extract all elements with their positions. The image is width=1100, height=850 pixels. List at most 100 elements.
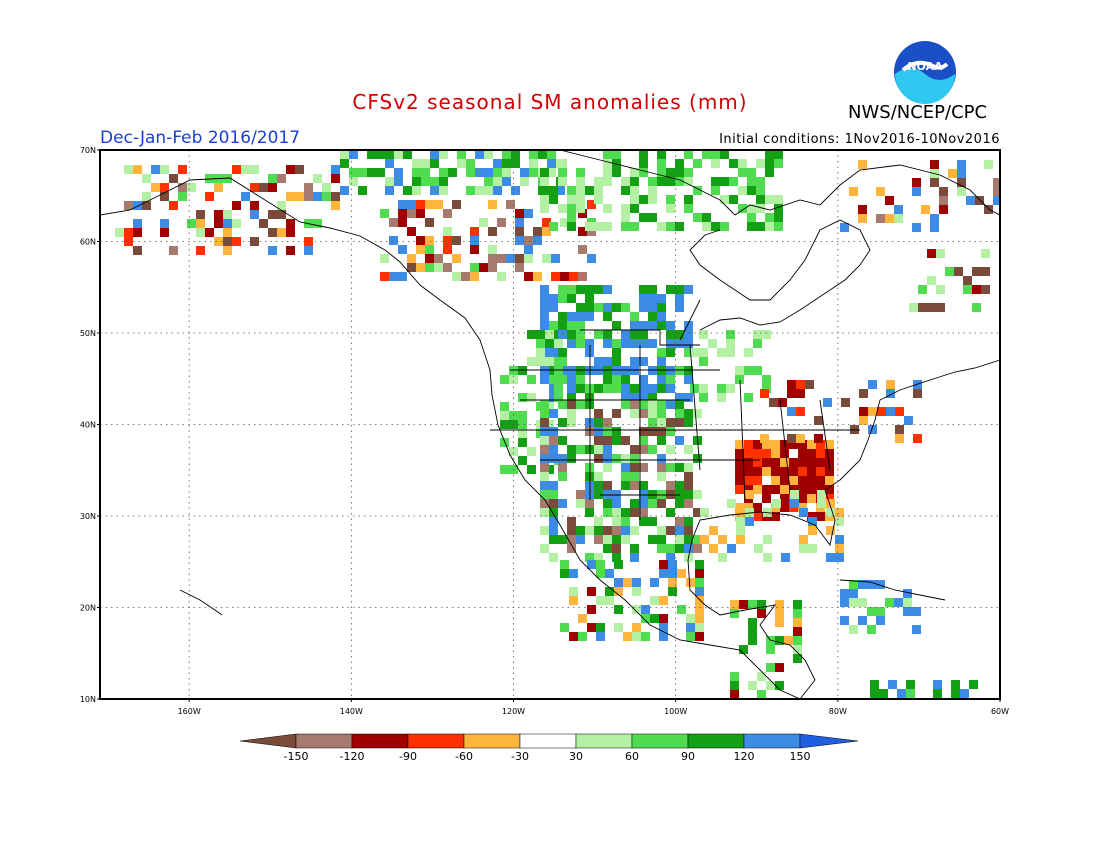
anomaly-cell (603, 366, 612, 375)
anomaly-cell (545, 357, 554, 366)
anomaly-cell (529, 168, 538, 177)
anomaly-cell (160, 183, 169, 192)
anomaly-cell (684, 544, 693, 553)
anomaly-cell (621, 472, 630, 481)
anomaly-cell (389, 272, 398, 281)
anomaly-cell (603, 177, 612, 186)
anomaly-cell (585, 285, 594, 294)
anomaly-cell (639, 150, 648, 159)
anomaly-cell (621, 384, 630, 393)
anomaly-cell (558, 177, 567, 186)
anomaly-cell (621, 177, 630, 186)
anomaly-cell (684, 517, 693, 526)
anomaly-cell (567, 544, 576, 553)
anomaly-cell (757, 699, 766, 708)
anomaly-cell (738, 186, 747, 195)
anomaly-cell (547, 159, 556, 168)
anomaly-cell (639, 481, 648, 490)
anomaly-cell (603, 526, 612, 535)
anomaly-cell (518, 429, 527, 438)
anomaly-cell (614, 578, 623, 587)
anomaly-cell (538, 150, 547, 159)
anomaly-cell (385, 177, 394, 186)
anomaly-cell (313, 192, 322, 201)
anomaly-cell (675, 303, 684, 312)
anomaly-cell (736, 526, 745, 535)
anomaly-cell (603, 312, 612, 321)
anomaly-cell (675, 400, 684, 409)
anomaly-cell (558, 168, 567, 177)
anomaly-cell (268, 210, 277, 219)
anomaly-cell (826, 508, 835, 517)
anomaly-cell (549, 454, 558, 463)
anomaly-cell (576, 490, 585, 499)
anomaly-cell (657, 303, 666, 312)
anomaly-cell (621, 535, 630, 544)
anomaly-cell (603, 204, 612, 213)
anomaly-cell (542, 218, 551, 227)
anomaly-cell (657, 159, 666, 168)
anomaly-cell (727, 544, 736, 553)
anomaly-cell (630, 384, 639, 393)
legend-arrow-left (239, 733, 297, 749)
anomaly-cell (515, 218, 524, 227)
anomaly-cell (594, 303, 603, 312)
anomaly-cell (726, 339, 735, 348)
anomaly-cell (675, 499, 684, 508)
anomaly-cell (693, 213, 702, 222)
anomaly-cell (753, 458, 762, 467)
anomaly-cell (648, 285, 657, 294)
anomaly-cell (232, 219, 241, 228)
anomaly-cell (648, 427, 657, 436)
anomaly-cell (657, 375, 666, 384)
anomaly-cell (639, 321, 648, 330)
anomaly-cell (675, 490, 684, 499)
anomaly-cell (756, 204, 765, 213)
anomaly-cell (542, 227, 551, 236)
anomaly-cell (621, 375, 630, 384)
anomaly-cell (594, 186, 603, 195)
anomaly-cell (576, 204, 585, 213)
anomaly-cell (787, 380, 796, 389)
anomaly-cell (585, 312, 594, 321)
anomaly-cell (868, 425, 877, 434)
anomaly-cell (286, 219, 295, 228)
anomaly-cell (578, 632, 587, 641)
anomaly-cell (576, 526, 585, 535)
anomaly-cell (268, 183, 277, 192)
anomaly-cell (500, 465, 509, 474)
anomaly-cell (594, 177, 603, 186)
lat-label: 70N (80, 146, 96, 155)
anomaly-cell (765, 195, 774, 204)
anomaly-cell (214, 219, 223, 228)
anomaly-cell (659, 623, 668, 632)
anomaly-cell (569, 632, 578, 641)
anomaly-cell (585, 553, 594, 562)
anomaly-cell (748, 681, 757, 690)
anomaly-cell (913, 434, 922, 443)
anomaly-cell (972, 267, 981, 276)
anomaly-cell (798, 503, 807, 512)
anomaly-cell (648, 195, 657, 204)
anomaly-cell (748, 618, 757, 627)
anomaly-cell (587, 587, 596, 596)
anomaly-cell (695, 587, 704, 596)
anomaly-cell (675, 285, 684, 294)
anomaly-cell (594, 427, 603, 436)
anomaly-cell (876, 607, 885, 616)
anomaly-cell (735, 485, 744, 494)
anomaly-cell (666, 544, 675, 553)
anomaly-cell (730, 609, 739, 618)
anomaly-cell (540, 526, 549, 535)
anomaly-cell (677, 605, 686, 614)
anomaly-cell (567, 400, 576, 409)
anomaly-cell (443, 236, 452, 245)
anomaly-cell (585, 222, 594, 231)
anomaly-cell (762, 384, 771, 393)
anomaly-cell (331, 174, 340, 183)
anomaly-cell (735, 458, 744, 467)
anomaly-cell (133, 201, 142, 210)
anomaly-cell (726, 330, 735, 339)
anomaly-cell (657, 418, 666, 427)
anomaly-cell (621, 186, 630, 195)
